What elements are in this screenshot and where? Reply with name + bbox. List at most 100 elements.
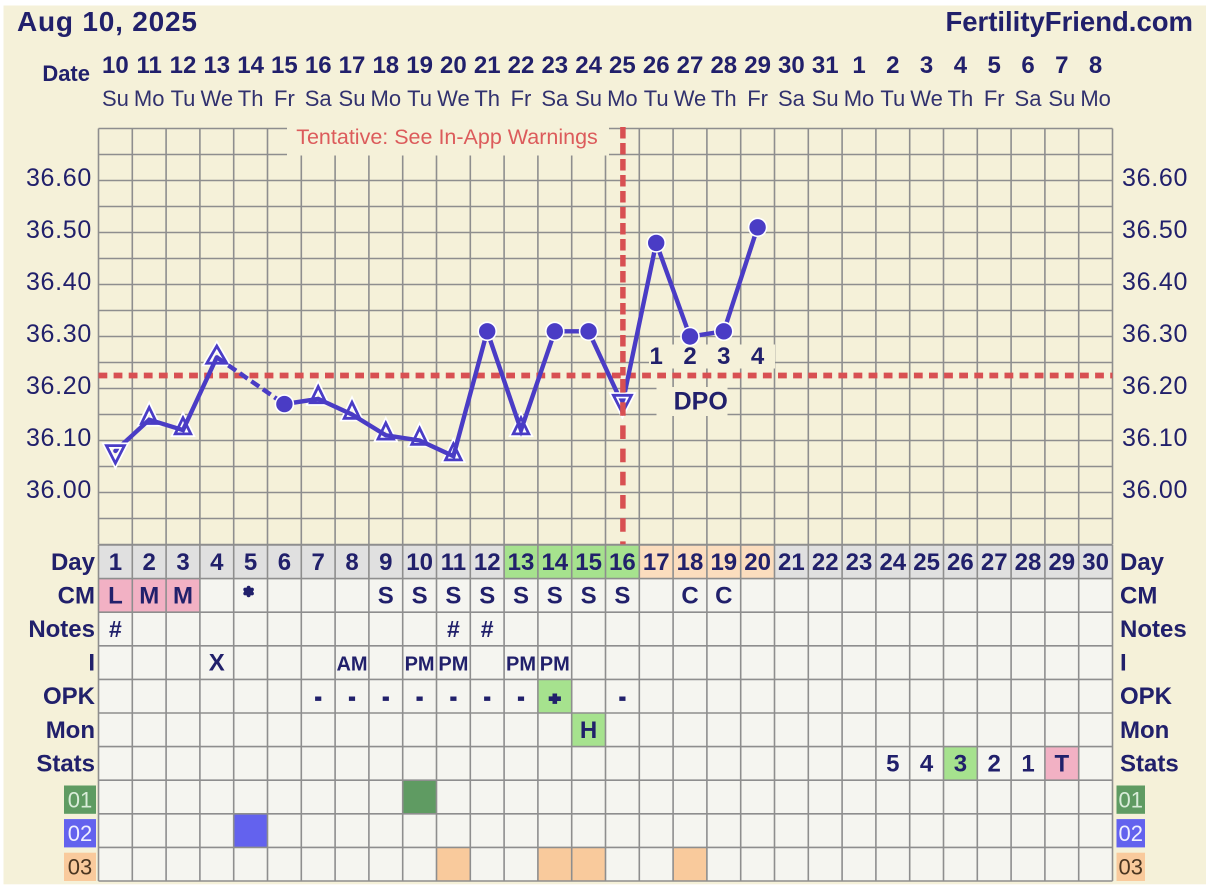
svg-text:15: 15 — [271, 52, 298, 79]
svg-text:22: 22 — [508, 52, 535, 79]
svg-text:22: 22 — [812, 549, 839, 576]
svg-text:36.20: 36.20 — [1122, 372, 1188, 400]
svg-text:Date: Date — [42, 61, 90, 86]
svg-text:21: 21 — [474, 52, 501, 79]
svg-text:3: 3 — [920, 52, 933, 79]
svg-text:5: 5 — [244, 549, 257, 576]
svg-text:4: 4 — [954, 52, 968, 79]
svg-text:12: 12 — [474, 549, 501, 576]
svg-text:11: 11 — [441, 549, 466, 576]
svg-text:17: 17 — [339, 52, 366, 79]
svg-text:27: 27 — [677, 52, 704, 79]
svg-text:20: 20 — [440, 52, 467, 79]
svg-text:31: 31 — [812, 52, 839, 79]
svg-text:11: 11 — [137, 52, 162, 79]
svg-text:Mon: Mon — [46, 717, 95, 744]
svg-text:14: 14 — [237, 52, 264, 79]
svg-text:1: 1 — [1021, 750, 1034, 777]
svg-text:Sa: Sa — [778, 86, 806, 111]
svg-text:29: 29 — [1048, 549, 1075, 576]
svg-text:4: 4 — [920, 750, 934, 777]
svg-text:4: 4 — [210, 549, 224, 576]
svg-text:We: We — [200, 86, 233, 111]
svg-text:Stats: Stats — [36, 750, 95, 777]
svg-text:PM: PM — [506, 654, 536, 676]
svg-text:18: 18 — [677, 549, 704, 576]
svg-text:Fr: Fr — [511, 86, 532, 111]
svg-text:We: We — [910, 86, 943, 111]
svg-text:19: 19 — [406, 52, 433, 79]
svg-text:30: 30 — [778, 52, 805, 79]
svg-text:Su: Su — [102, 86, 129, 111]
svg-text:T: T — [1054, 750, 1069, 777]
svg-text:Notes: Notes — [1120, 616, 1187, 643]
svg-text:28: 28 — [710, 52, 737, 79]
svg-text:6: 6 — [278, 549, 291, 576]
svg-text:24: 24 — [879, 549, 906, 576]
svg-text:24: 24 — [575, 52, 602, 79]
svg-text:M: M — [173, 582, 193, 609]
svg-text:12: 12 — [170, 52, 197, 79]
svg-text:36.60: 36.60 — [26, 164, 92, 192]
svg-text:5: 5 — [988, 52, 1001, 79]
svg-text:Aug 10, 2025: Aug 10, 2025 — [17, 6, 198, 37]
svg-text:4: 4 — [751, 343, 765, 370]
svg-text:15: 15 — [575, 549, 602, 576]
svg-text:Stats: Stats — [1120, 750, 1179, 777]
svg-text:S: S — [378, 582, 394, 609]
svg-text:PM: PM — [405, 654, 435, 676]
svg-text:9: 9 — [379, 549, 392, 576]
svg-text:Day: Day — [1120, 549, 1165, 576]
svg-text:02: 02 — [1119, 821, 1143, 846]
svg-text:Tentative: See In-App Warnings: Tentative: See In-App Warnings — [296, 125, 598, 149]
svg-text:2: 2 — [988, 750, 1001, 777]
svg-text:36.60: 36.60 — [1122, 164, 1188, 192]
svg-text:Day: Day — [51, 549, 96, 576]
svg-text:16: 16 — [305, 52, 332, 79]
svg-text:S: S — [581, 582, 597, 609]
svg-text:CM: CM — [58, 582, 95, 609]
svg-text:36.40: 36.40 — [26, 268, 92, 296]
svg-text:10: 10 — [406, 549, 433, 576]
svg-text:16: 16 — [609, 549, 636, 576]
svg-text:#: # — [109, 616, 122, 642]
svg-text:Mo: Mo — [134, 86, 165, 111]
svg-text:36.20: 36.20 — [26, 372, 92, 400]
svg-text:Su: Su — [812, 86, 839, 111]
svg-text:21: 21 — [778, 549, 805, 576]
svg-text:1: 1 — [852, 52, 865, 79]
svg-text:2: 2 — [886, 52, 899, 79]
svg-text:PM: PM — [540, 654, 570, 676]
svg-text:Mon: Mon — [1120, 717, 1169, 744]
svg-text:Notes: Notes — [28, 616, 95, 643]
svg-text:I: I — [1120, 650, 1127, 677]
svg-text:01: 01 — [68, 788, 92, 813]
svg-text:#: # — [447, 616, 460, 642]
svg-text:36.30: 36.30 — [1122, 320, 1188, 348]
svg-text:10: 10 — [102, 52, 129, 79]
svg-text:36.10: 36.10 — [1122, 424, 1188, 452]
svg-text:14: 14 — [541, 549, 568, 576]
svg-text:36.40: 36.40 — [1122, 268, 1188, 296]
svg-text:27: 27 — [981, 549, 1008, 576]
svg-text:Su: Su — [339, 86, 366, 111]
svg-text:Tu: Tu — [644, 86, 669, 111]
svg-text:Mo: Mo — [607, 86, 638, 111]
svg-text:L: L — [108, 582, 123, 609]
svg-text:Th: Th — [238, 86, 264, 111]
svg-text:25: 25 — [913, 549, 940, 576]
svg-text:18: 18 — [372, 52, 399, 79]
svg-text:#: # — [481, 616, 494, 642]
svg-text:S: S — [445, 582, 461, 609]
svg-text:Sa: Sa — [305, 86, 333, 111]
svg-text:We: We — [674, 86, 707, 111]
svg-text:C: C — [715, 582, 732, 609]
svg-text:01: 01 — [1119, 788, 1143, 813]
svg-text:5: 5 — [886, 750, 899, 777]
svg-text:Fr: Fr — [747, 86, 768, 111]
svg-text:We: We — [437, 86, 470, 111]
svg-text:CM: CM — [1120, 582, 1157, 609]
svg-text:Su: Su — [1048, 86, 1075, 111]
svg-text:S: S — [547, 582, 563, 609]
svg-text:3: 3 — [717, 343, 730, 370]
